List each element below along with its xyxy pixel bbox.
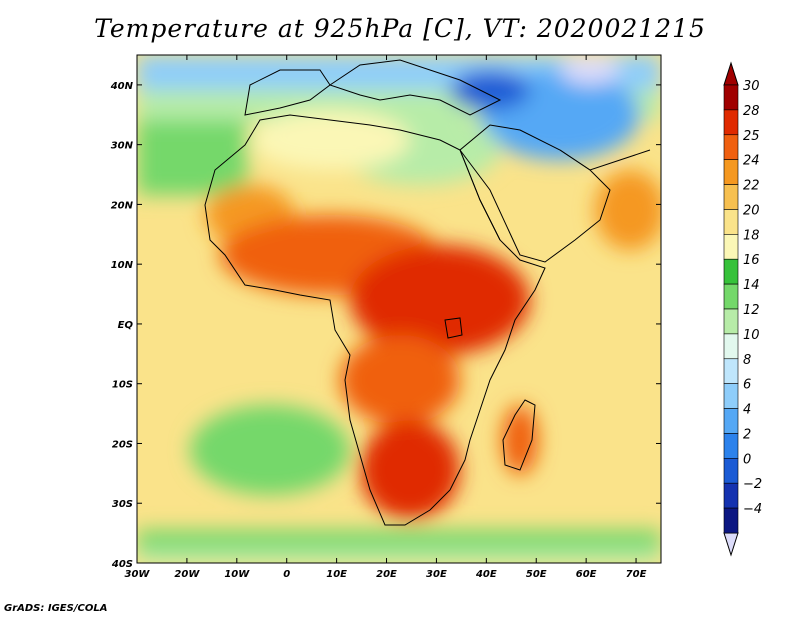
- arabia-coastline: [459, 124, 611, 263]
- grads-credit: GrADS: IGES/COLA: [4, 603, 108, 614]
- colorbar-label: 25: [743, 129, 760, 144]
- colorbar-label: 2: [743, 427, 751, 442]
- lat-tick-label: 40S: [111, 559, 133, 570]
- colorbar-label: −4: [743, 502, 762, 517]
- lon-tick-label: 20E: [376, 569, 397, 580]
- lat-tick-label: 10N: [111, 260, 134, 271]
- turkey-cold-region: [450, 70, 530, 110]
- colorbar-label: 0: [743, 452, 751, 467]
- colorbar-swatch: [723, 84, 739, 111]
- lat-tick-label: EQ: [118, 320, 134, 331]
- colorbar-label: 14: [743, 278, 760, 293]
- colorbar-label: 24: [743, 154, 760, 169]
- colorbar-label: 8: [743, 353, 751, 368]
- colorbar-swatch: [723, 507, 739, 534]
- lat-tick-label: 20S: [112, 439, 133, 450]
- lon-tick-label: 30E: [426, 569, 447, 580]
- lat-tick-label: 30S: [112, 499, 133, 510]
- colorbar-swatch: [723, 408, 739, 434]
- lon-tick-label: 10W: [224, 569, 250, 580]
- colorbar-swatch: [723, 383, 739, 409]
- lat-tick-label: 10S: [112, 380, 133, 391]
- angola-warm: [340, 335, 460, 425]
- southern-ocean-cool: [137, 550, 661, 563]
- europe-coastline: [328, 59, 502, 116]
- coastlines: [204, 59, 651, 526]
- southern-africa-hot: [360, 420, 460, 520]
- lake-victoria: [444, 317, 463, 339]
- plot-frame: [136, 54, 662, 564]
- colorbar-swatch: [723, 234, 739, 260]
- colorbar-label: 20: [743, 203, 760, 218]
- colorbar-label: 22: [743, 179, 760, 194]
- colorbar-swatch: [723, 258, 739, 285]
- colorbar-label: 12: [743, 303, 760, 318]
- colorbar-swatch: [723, 134, 739, 160]
- lat-tick-label: 20N: [111, 200, 134, 211]
- colorbar-swatch: [723, 433, 739, 459]
- south-atlantic-green: [190, 405, 350, 495]
- colorbar-label: 18: [743, 228, 760, 243]
- lon-tick-label: 20W: [174, 569, 200, 580]
- axis-ticks: 30W 20W 10W 0 10E 20E 30E 40E 50E 60E 70E 40N 30N 20N…: [110, 55, 661, 580]
- colorbar-swatch: [723, 482, 739, 509]
- lon-tick-label: 40E: [475, 569, 497, 580]
- lat-tick-label: 30N: [111, 141, 134, 152]
- colorbar-swatch: [723, 283, 739, 310]
- lat-tick-label: 40N: [110, 81, 134, 92]
- colorbar-swatch: [723, 184, 739, 210]
- colorbar-swatch: [723, 358, 739, 384]
- colorbar-swatch: [723, 308, 739, 335]
- colorbar-swatch: [723, 333, 739, 360]
- map-title: Temperature at 925hPa [C], VT: 202002121…: [94, 14, 706, 43]
- arabian-sea-warm: [595, 170, 661, 250]
- sahara-mild-region: [250, 110, 410, 170]
- colorbar-swatch: [723, 458, 739, 484]
- colorbar-swatch: [723, 209, 739, 235]
- temperature-field: [137, 55, 661, 563]
- colorbar-label: 4: [743, 403, 751, 418]
- lon-tick-label: 50E: [526, 569, 547, 580]
- colorbar-label: 30: [743, 79, 760, 94]
- colorbar-swatch: [723, 159, 739, 185]
- colorbar-label: 28: [743, 104, 760, 119]
- lon-tick-label: 70E: [626, 569, 647, 580]
- colorbar-under-triangle: [723, 532, 739, 557]
- lon-tick-label: 60E: [576, 569, 597, 580]
- central-africa-hot: [350, 245, 530, 355]
- madagascar-warm: [502, 405, 538, 475]
- colorbar-label: 6: [743, 378, 751, 393]
- lon-tick-label: 0: [283, 569, 290, 580]
- colorbar-label: 16: [743, 253, 760, 268]
- colorbar-swatch: [723, 109, 739, 136]
- lon-tick-label: 10E: [326, 569, 347, 580]
- madagascar-coastline: [502, 399, 536, 471]
- red-sea-coastline: [459, 149, 501, 241]
- iberia-coastline: [244, 69, 331, 116]
- atlantic-green-band: [137, 120, 247, 195]
- caucasus-cold-region: [560, 55, 620, 85]
- colorbar-over-triangle: [723, 61, 739, 86]
- africa-coastline: [204, 114, 546, 526]
- lon-tick-label: 30W: [125, 569, 151, 580]
- persian-gulf-coastline: [559, 149, 651, 171]
- colorbar-label: −2: [743, 477, 762, 492]
- colorbar-label: 10: [743, 328, 760, 343]
